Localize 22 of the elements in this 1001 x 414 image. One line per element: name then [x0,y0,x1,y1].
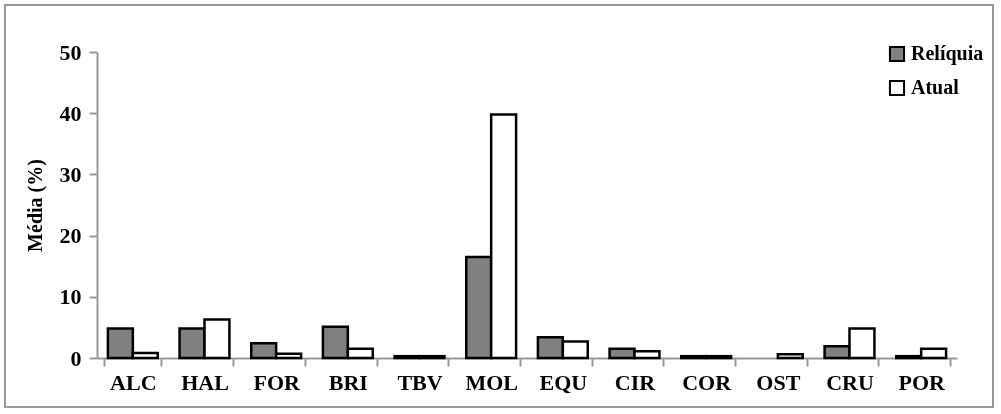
x-tick-label: TBV [397,369,443,395]
x-tick-label: EQU [539,369,588,395]
x-tick-label: MOL [465,369,518,395]
x-tick-label: HAL [181,369,229,395]
x-tick-label: COR [682,369,733,395]
x-tick-label: POR [898,369,946,395]
legend-label: Atual [911,76,960,98]
x-tick-label: OST [756,369,801,395]
y-tick-label: 30 [59,161,82,187]
y-tick-label: 50 [59,39,82,65]
x-tick-label: CRU [826,369,874,395]
x-tick-label: FOR [253,369,301,395]
x-tick-label: ALC [110,369,157,395]
y-tick-label: 20 [59,223,82,249]
x-tick-label: BRI [328,369,368,395]
x-tick-label: CIR [614,369,657,395]
y-tick-label: 0 [70,345,82,371]
bar [776,353,805,360]
y-axis-title: Média (%) [23,159,47,252]
y-tick-label: 40 [59,100,82,126]
y-tick-label: 10 [59,284,82,310]
legend-label: Relíquia [911,42,984,65]
